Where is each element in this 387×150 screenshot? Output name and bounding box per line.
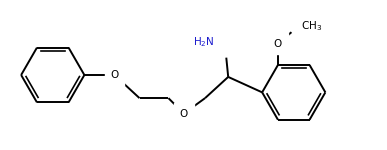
Text: O: O <box>274 39 282 49</box>
Text: CH$_3$: CH$_3$ <box>301 20 322 33</box>
Text: O: O <box>180 109 188 118</box>
Text: H$_2$N: H$_2$N <box>193 35 215 49</box>
Text: O: O <box>110 70 118 80</box>
